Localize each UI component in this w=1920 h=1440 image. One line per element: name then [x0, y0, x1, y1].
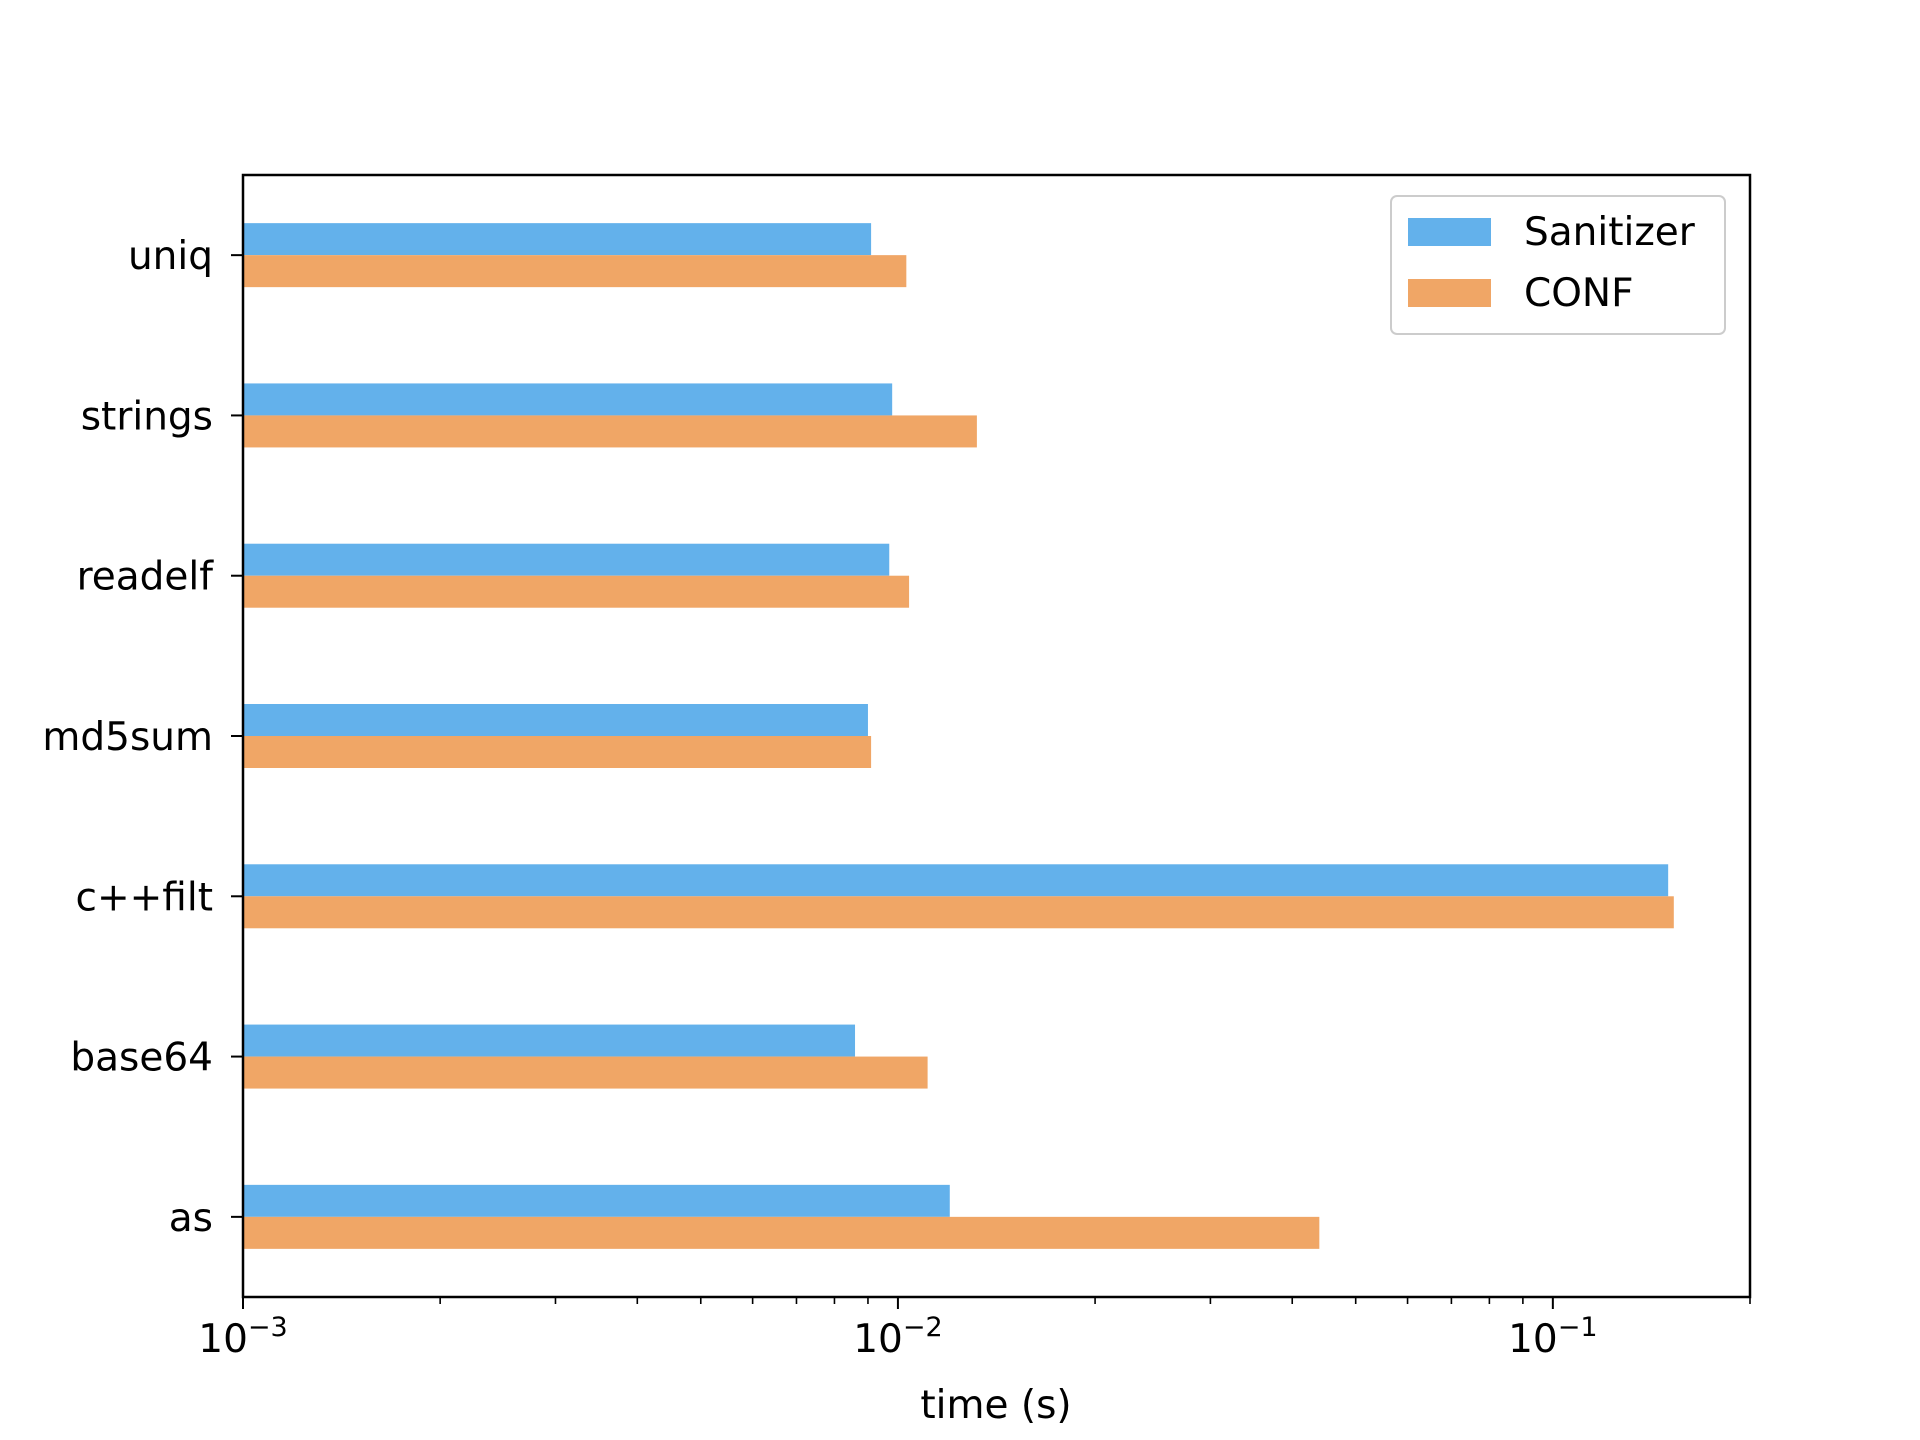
legend-swatch-sanitizer — [1408, 218, 1491, 246]
legend-swatch-conf — [1408, 279, 1491, 307]
x-tick-label: 10−3 — [198, 1312, 287, 1362]
bar-sanitizer-5 — [243, 1024, 856, 1057]
legend: Sanitizer CONF — [1390, 195, 1726, 335]
y-tick-label: c++filt — [76, 875, 214, 920]
y-tick-label: as — [169, 1196, 213, 1241]
x-axis-label: time (s) — [920, 1383, 1071, 1428]
legend-label-conf: CONF — [1524, 271, 1634, 316]
y-tick-label: strings — [81, 394, 213, 439]
bar-sanitizer-6 — [243, 1184, 950, 1217]
bar-conf-1 — [243, 415, 977, 448]
bar-sanitizer-0 — [243, 223, 872, 256]
x-tick-label: 10−1 — [1508, 1312, 1597, 1362]
y-tick-label: md5sum — [42, 715, 213, 760]
y-tick-label: base64 — [70, 1036, 213, 1081]
bar-sanitizer-3 — [243, 704, 868, 736]
y-tick-label: readelf — [77, 555, 215, 600]
bar-sanitizer-4 — [243, 864, 1669, 897]
bars — [243, 223, 1674, 1249]
bar-conf-5 — [243, 1056, 928, 1089]
x-tick-label: 10−2 — [853, 1312, 942, 1362]
bar-conf-4 — [243, 896, 1674, 929]
bar-conf-2 — [243, 575, 910, 608]
y-tick-label: uniq — [128, 234, 213, 279]
bar-conf-0 — [243, 255, 907, 288]
bar-conf-6 — [243, 1216, 1320, 1249]
legend-label-sanitizer: Sanitizer — [1524, 210, 1696, 255]
y-axis: uniq strings readelf md5sum c++filt base64 as — [42, 234, 243, 1241]
bar-sanitizer-2 — [243, 543, 890, 576]
bar-conf-3 — [243, 736, 872, 768]
bar-sanitizer-1 — [243, 383, 893, 416]
x-axis: 10−3 10−2 10−1 — [198, 1297, 1751, 1362]
